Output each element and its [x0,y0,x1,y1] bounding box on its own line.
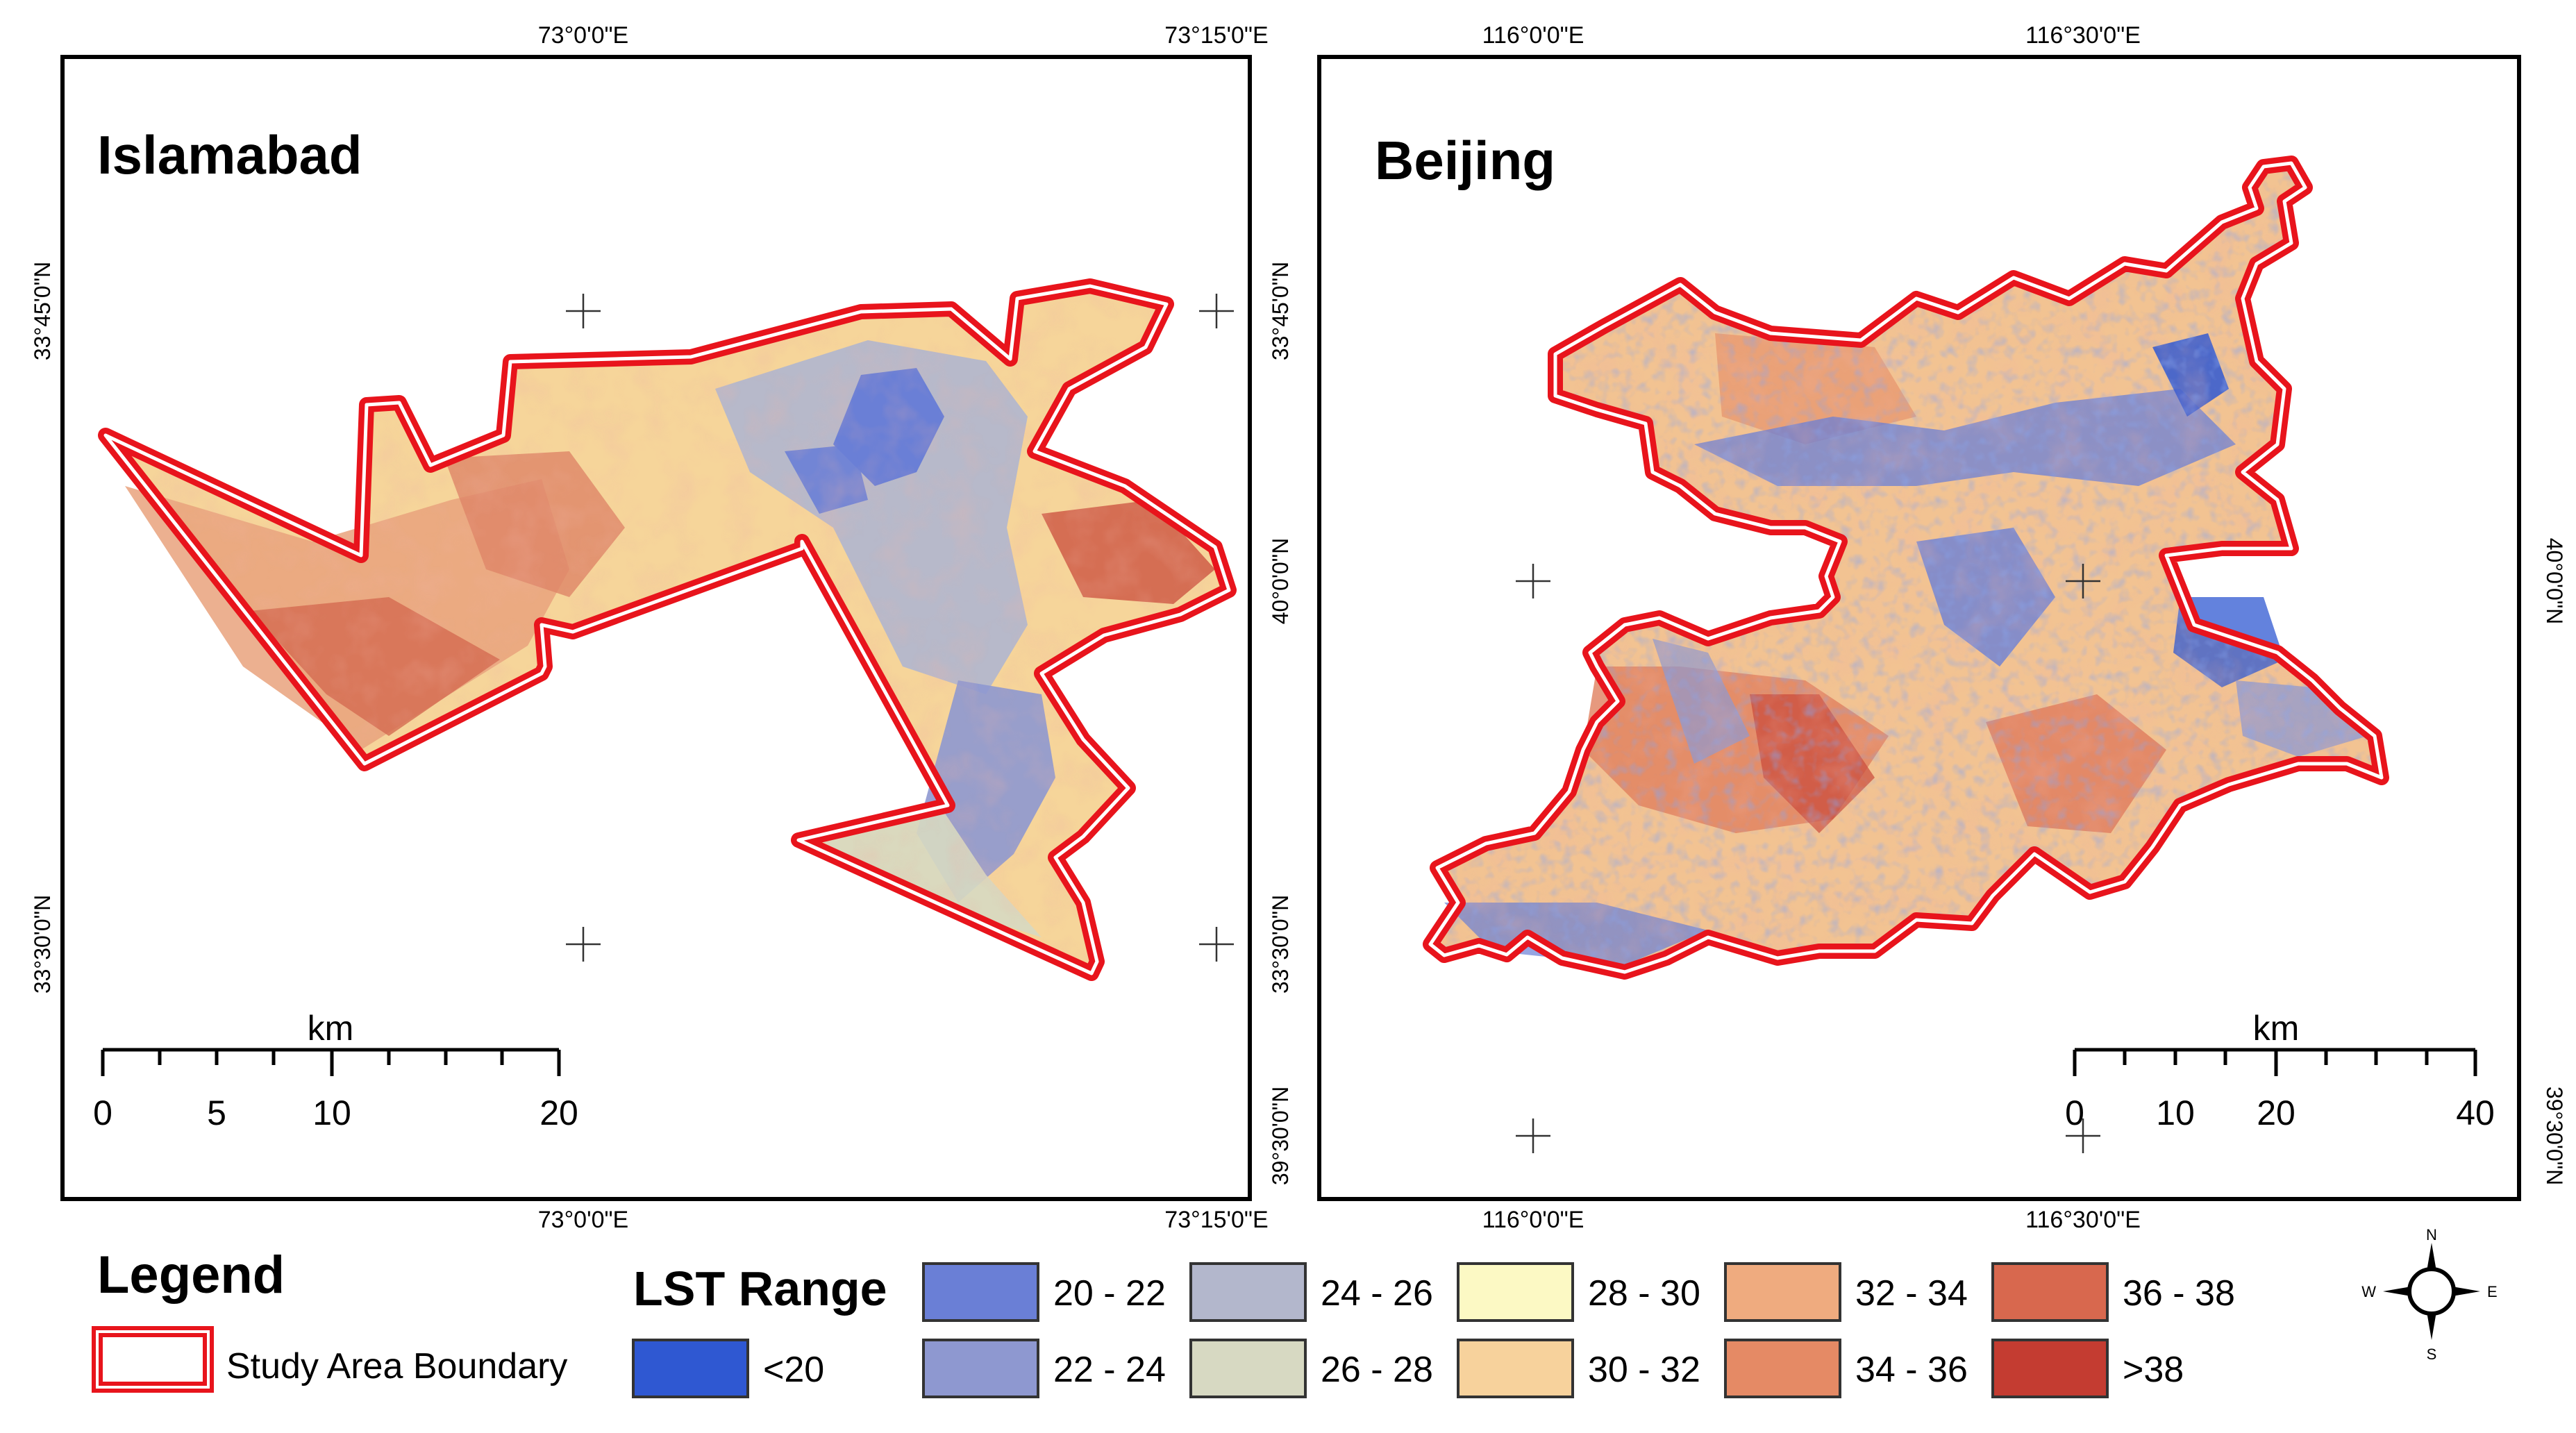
study-area-boundary-inner [1428,161,2384,974]
scale-bar [2073,1048,2477,1076]
scale-tick: 20 [540,1093,578,1132]
lst-class-label: 28 - 30 [1588,1273,1700,1314]
lst-class-swatch [922,1339,1039,1398]
scale-tick: 10 [312,1093,351,1132]
lst-range-title: LST Range [633,1262,887,1316]
scale-unit: km [308,1009,354,1048]
lst-class-swatch [922,1262,1039,1322]
lst-class-label: 22 - 24 [1053,1350,1166,1390]
lon-label-top: 73°15'0"E [1164,22,1268,49]
lon-label-bottom: 116°30'0"E [2025,1207,2141,1233]
study-area-boundary-inner [103,284,1231,975]
lat-label-right: 40°0'0"N [2542,538,2567,625]
legend-boundary-label: Study Area Boundary [226,1346,567,1386]
lst-class-label: 26 - 28 [1321,1350,1433,1390]
lat-label-left: 33°45'0"N [30,262,55,360]
graticule-crosses [1516,564,2100,1153]
lst-class-swatch [1189,1339,1307,1398]
lst-class-swatch [1189,1262,1307,1322]
scale-tick: 10 [2156,1093,2195,1132]
lst-class-swatch [632,1339,749,1398]
lat-label-left: 39°30'0"N [1268,1087,1293,1185]
legend-boundary-swatch [92,1326,214,1393]
scale-bar [101,1048,561,1076]
scale-tick: 20 [2257,1093,2295,1132]
lat-label-left: 33°30'0"N [30,895,55,994]
scale-tick: 5 [207,1093,226,1132]
lat-label-right: 39°30'0"N [2542,1087,2567,1185]
map-title: Islamabad [97,124,362,185]
lon-label-top: 116°30'0"E [2025,22,2141,49]
lon-label-top: 73°0'0"E [538,22,628,49]
lst-class-swatch [1457,1262,1574,1322]
lon-label-bottom: 73°15'0"E [1164,1207,1268,1233]
map-title: Beijing [1375,130,1555,191]
lst-class-swatch [1991,1339,2109,1398]
legend-title: Legend [97,1246,285,1305]
south-label: S [2427,1346,2437,1363]
lst-class-label: >38 [2123,1350,2184,1390]
legend: Legend Study Area Boundary LST Range <20… [92,1246,2235,1398]
lat-label-left: 33°30'0"N [1268,895,1293,994]
lst-class-label: 20 - 22 [1053,1273,1166,1314]
lon-label-bottom: 116°0'0"E [1482,1207,1584,1233]
lst-class-label: 36 - 38 [2123,1273,2235,1314]
lst-class-label: <20 [763,1350,824,1390]
lon-label-top: 116°0'0"E [1482,22,1584,49]
east-label: E [2487,1283,2498,1300]
lst-class-swatch [1457,1339,1574,1398]
north-arrow: N S E W [2361,1226,2497,1363]
scale-unit: km [2253,1009,2300,1048]
north-label: N [2426,1226,2437,1243]
lst-class-swatch [1991,1262,2109,1322]
lst-class-list: <20 20 - 22 22 - 24 24 - 26 26 - 28 28 - 30 30… [632,1262,2235,1398]
lst-class-swatch [1724,1339,1841,1398]
lst-class-label: 24 - 26 [1321,1273,1433,1314]
map-islamabad: Islamabad 73°0'0"E 73°15'0"E 73°0'0"E 73… [30,22,1269,1233]
map-beijing: Beijing 116°0'0"E 116°30'0"E 116°0'0"E 1… [1268,22,2567,1233]
scale-tick: 0 [93,1093,112,1132]
scale-tick: 40 [2456,1093,2495,1132]
lon-label-bottom: 73°0'0"E [538,1207,628,1233]
west-label: W [2361,1283,2376,1300]
scale-tick: 0 [2065,1093,2084,1132]
lat-label-left: 40°0'0"N [1268,538,1293,625]
lst-class-label: 32 - 34 [1855,1273,1968,1314]
lst-class-label: 30 - 32 [1588,1350,1700,1390]
lat-label-left: 33°45'0"N [1268,262,1293,360]
graticule-crosses [566,294,1234,962]
lst-class-label: 34 - 36 [1855,1350,1968,1390]
lst-class-swatch [1724,1262,1841,1322]
